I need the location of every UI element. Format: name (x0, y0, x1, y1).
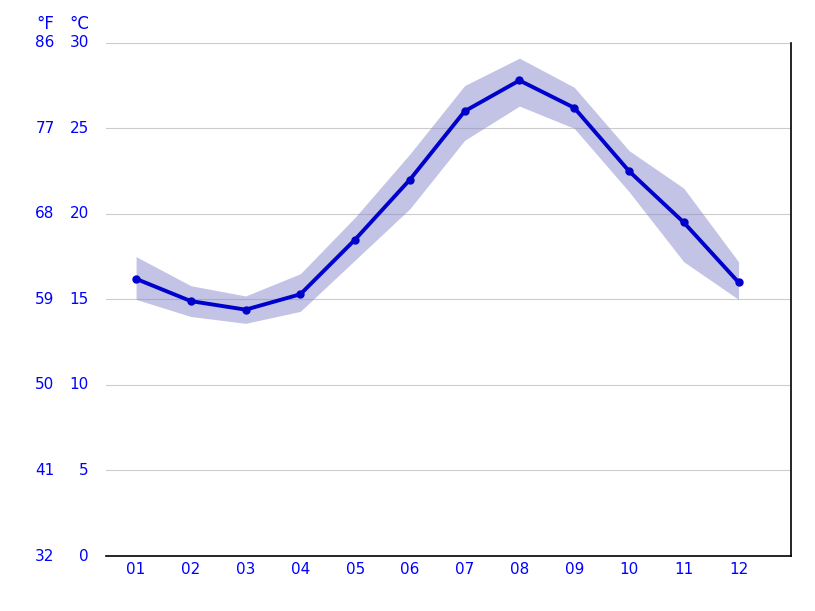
Text: 77: 77 (35, 121, 55, 136)
Text: °F: °F (37, 15, 55, 32)
Text: 0: 0 (79, 549, 89, 563)
Text: 59: 59 (35, 292, 55, 307)
Text: 50: 50 (35, 378, 55, 392)
Text: 32: 32 (35, 549, 55, 563)
Text: °C: °C (69, 15, 89, 32)
Text: 30: 30 (69, 35, 89, 50)
Text: 41: 41 (35, 463, 55, 478)
Text: 10: 10 (69, 378, 89, 392)
Text: 25: 25 (69, 121, 89, 136)
Text: 68: 68 (35, 207, 55, 221)
Text: 86: 86 (35, 35, 55, 50)
Text: 5: 5 (79, 463, 89, 478)
Text: 20: 20 (69, 207, 89, 221)
Text: 15: 15 (69, 292, 89, 307)
